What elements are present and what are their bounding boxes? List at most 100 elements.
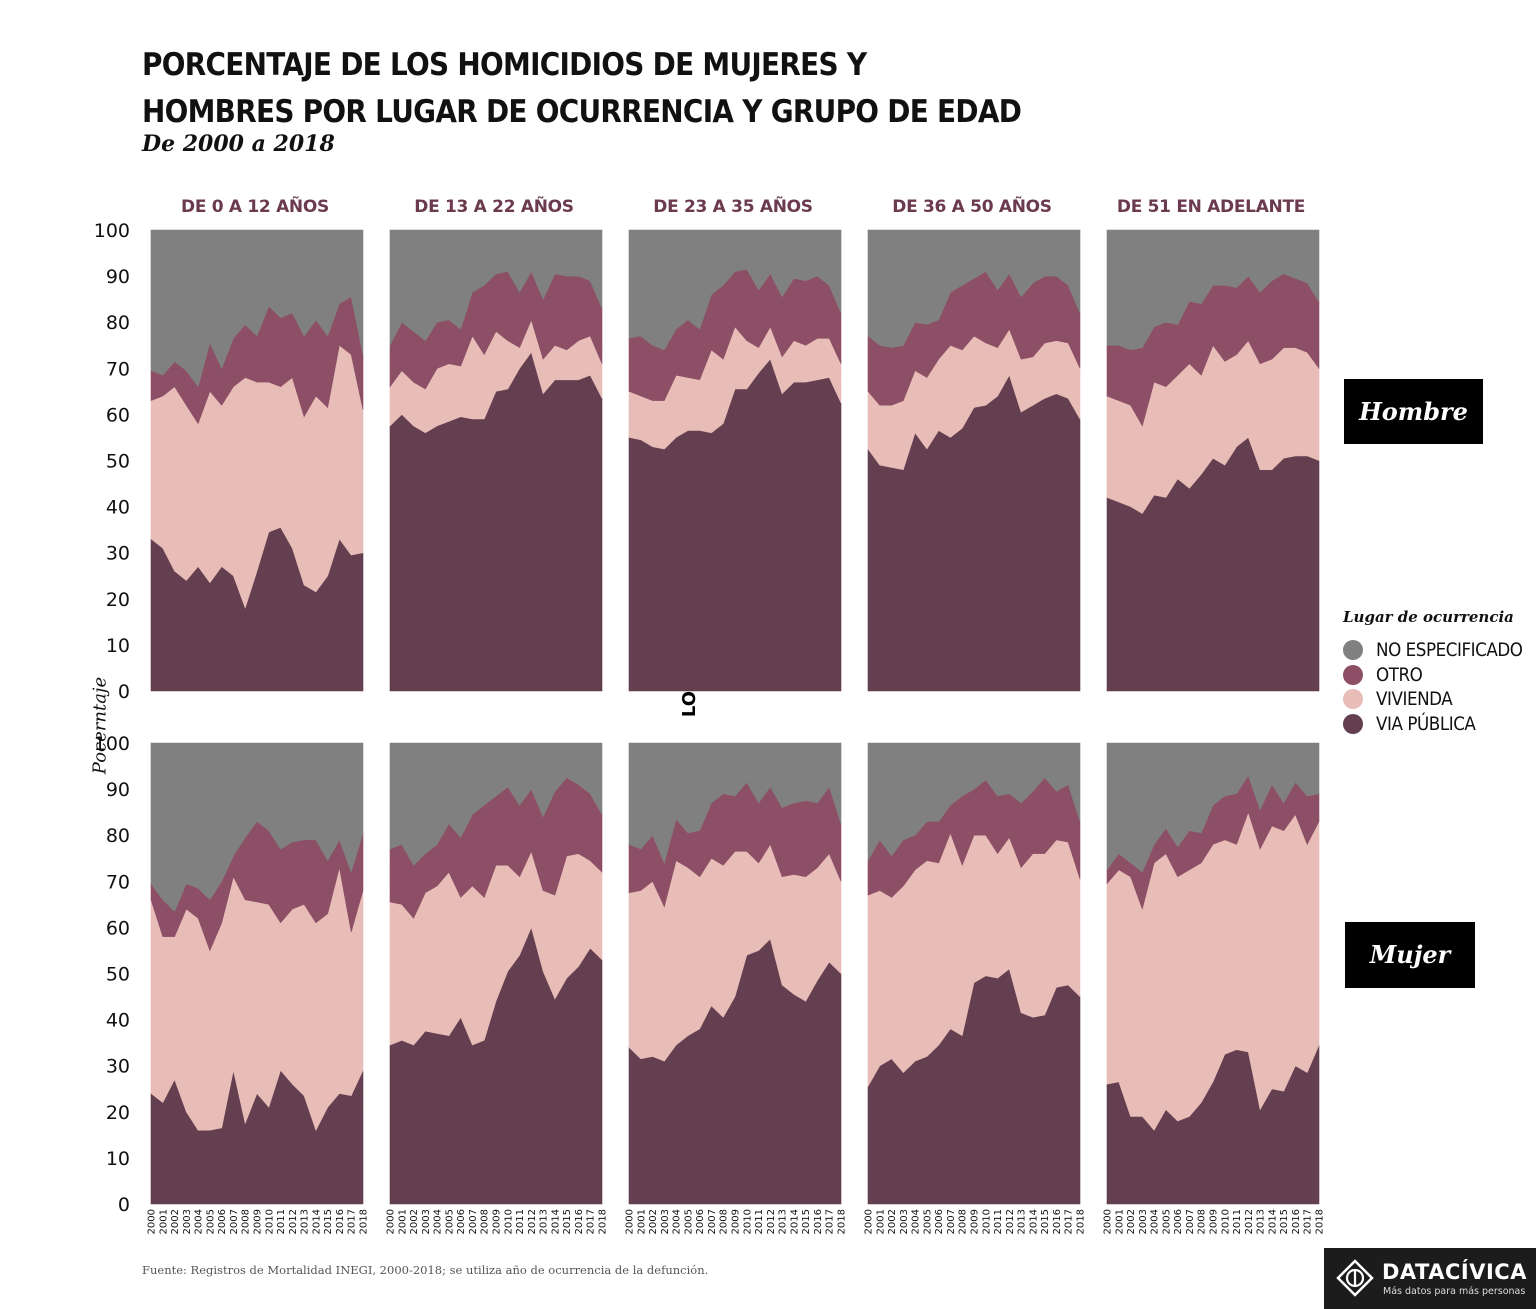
area-no-especificado-mujer-0 (150, 742, 364, 912)
x-tick-label: 2000 (147, 1209, 158, 1234)
x-tick-label: 2018 (359, 1209, 370, 1234)
y-tick-label: 70 (106, 871, 130, 893)
x-tick-label: 2004 (911, 1209, 922, 1234)
x-tick-label: 2006 (456, 1209, 467, 1234)
area-no-especificado-mujer-1 (389, 742, 603, 866)
x-tick-label: 2014 (1028, 1209, 1039, 1234)
x-tick-label: 2005 (444, 1209, 455, 1234)
y-tick-label: 10 (106, 635, 130, 657)
x-tick-label: 2016 (1052, 1209, 1063, 1234)
y-tick-label: 30 (106, 543, 130, 565)
facet-label-age-1: DE 13 A 22 AÑOS (414, 197, 574, 217)
x-tick-label: 2006 (1173, 1209, 1184, 1234)
y-tick-label: 20 (106, 589, 130, 611)
x-tick-label: 2014 (1267, 1209, 1278, 1234)
area-no-especificado-mujer-3 (867, 742, 1081, 862)
x-tick-label: 2014 (311, 1209, 322, 1234)
chart-subtitle: De 2000 a 2018 (142, 131, 335, 157)
y-tick-label: 40 (106, 497, 130, 519)
legend-swatch (1343, 640, 1363, 661)
x-tick-label: 2005 (922, 1209, 933, 1234)
x-tick-label: 2009 (970, 1209, 981, 1234)
x-tick-label: 2006 (217, 1209, 228, 1234)
x-tick-label: 2005 (1161, 1209, 1172, 1234)
area-no-especificado-hombre-4 (1106, 229, 1320, 351)
x-tick-label: 2013 (1256, 1209, 1267, 1234)
x-tick-label: 2014 (789, 1209, 800, 1234)
y-axis-label: Pocerntaje (89, 676, 111, 775)
x-tick-label: 2016 (335, 1209, 346, 1234)
x-tick-label: 2001 (158, 1209, 169, 1234)
chart-title-line-1: PORCENTAJE DE LOS HOMICIDIOS DE MUJERES … (142, 47, 867, 83)
x-tick-label: 2008 (719, 1209, 730, 1234)
x-tick-label: 2000 (386, 1209, 397, 1234)
x-tick-label: 2003 (1138, 1209, 1149, 1234)
legend-swatch (1343, 664, 1363, 685)
x-tick-label: 2000 (1103, 1209, 1114, 1234)
x-tick-label: 2016 (813, 1209, 824, 1234)
source-note: Fuente: Registros de Mortalidad INEGI, 2… (142, 1263, 709, 1277)
x-tick-label: 2009 (1209, 1209, 1220, 1234)
y-tick-label: 50 (106, 451, 130, 473)
x-tick-label: 2009 (731, 1209, 742, 1234)
x-tick-label: 2001 (1114, 1209, 1125, 1234)
y-tick-label: 100 (94, 733, 130, 755)
datacivica-logo[interactable]: DATACÍVICA Más datos para más personas (1324, 1248, 1536, 1309)
x-tick-label: 2010 (264, 1209, 275, 1234)
x-tick-label: 2016 (574, 1209, 585, 1234)
x-tick-label: 2018 (1076, 1209, 1087, 1234)
x-tick-label: 2013 (539, 1209, 550, 1234)
legend-label: VIA PÚBLICA (1376, 712, 1476, 735)
x-tick-label: 2012 (288, 1209, 299, 1234)
strip-label-mujer: Mujer (1345, 922, 1475, 988)
y-tick-label: 40 (106, 1010, 130, 1032)
x-tick-label: 2004 (1150, 1209, 1161, 1234)
y-tick-label: 10 (106, 1148, 130, 1170)
x-tick-label: 2004 (672, 1209, 683, 1234)
x-tick-label: 2010 (503, 1209, 514, 1234)
x-tick-label: 2011 (754, 1209, 765, 1234)
area-no-especificado-mujer-2 (628, 742, 842, 864)
x-tick-label: 2007 (946, 1209, 957, 1234)
x-tick-label: 2005 (205, 1209, 216, 1234)
x-tick-label: 2018 (1315, 1209, 1326, 1234)
legend-swatch (1343, 689, 1363, 710)
legend-swatch (1343, 713, 1363, 734)
x-tick-label: 2012 (1005, 1209, 1016, 1234)
x-tick-label: 2007 (1185, 1209, 1196, 1234)
x-tick-label: 2008 (1197, 1209, 1208, 1234)
x-tick-label: 2000 (864, 1209, 875, 1234)
chart-title-line-2: HOMBRES POR LUGAR DE OCURRENCIA Y GRUPO … (142, 94, 1022, 130)
legend: Lugar de ocurrencia NO ESPECIFICADO OTRO… (1343, 608, 1536, 736)
strip-label-hombre: Hombre (1344, 379, 1483, 444)
facet-label-age-4: DE 51 EN ADELANTE (1116, 197, 1306, 217)
y-tick-label: 0 (118, 1194, 130, 1216)
x-tick-label: 2007 (468, 1209, 479, 1234)
x-tick-label: 2013 (300, 1209, 311, 1234)
x-tick-label: 2004 (433, 1209, 444, 1234)
x-tick-label: 2011 (1232, 1209, 1243, 1234)
x-tick-label: 2014 (550, 1209, 561, 1234)
x-tick-label: 2015 (323, 1209, 334, 1234)
x-tick-label: 2001 (636, 1209, 647, 1234)
legend-item-otro: OTRO (1343, 663, 1536, 688)
x-tick-label: 2015 (801, 1209, 812, 1234)
legend-label: VIVIENDA (1376, 688, 1453, 711)
x-tick-label: 2006 (934, 1209, 945, 1234)
x-tick-label: 2008 (241, 1209, 252, 1234)
y-tick-label: 70 (106, 358, 130, 380)
x-tick-label: 2003 (660, 1209, 671, 1234)
x-tick-label: 2003 (421, 1209, 432, 1234)
x-tick-label: 2002 (170, 1209, 181, 1234)
area-no-especificado-mujer-4 (1106, 742, 1320, 873)
area-no-especificado-hombre-2 (628, 229, 842, 351)
x-tick-label: 2003 (182, 1209, 193, 1234)
x-tick-label: 2002 (648, 1209, 659, 1234)
x-tick-label: 2012 (527, 1209, 538, 1234)
x-tick-label: 2016 (1291, 1209, 1302, 1234)
legend-item-via-publica: VIA PÚBLICA (1343, 712, 1536, 737)
y-tick-label: 60 (106, 404, 130, 426)
x-tick-label: 2007 (707, 1209, 718, 1234)
y-tick-label: 90 (106, 779, 130, 801)
